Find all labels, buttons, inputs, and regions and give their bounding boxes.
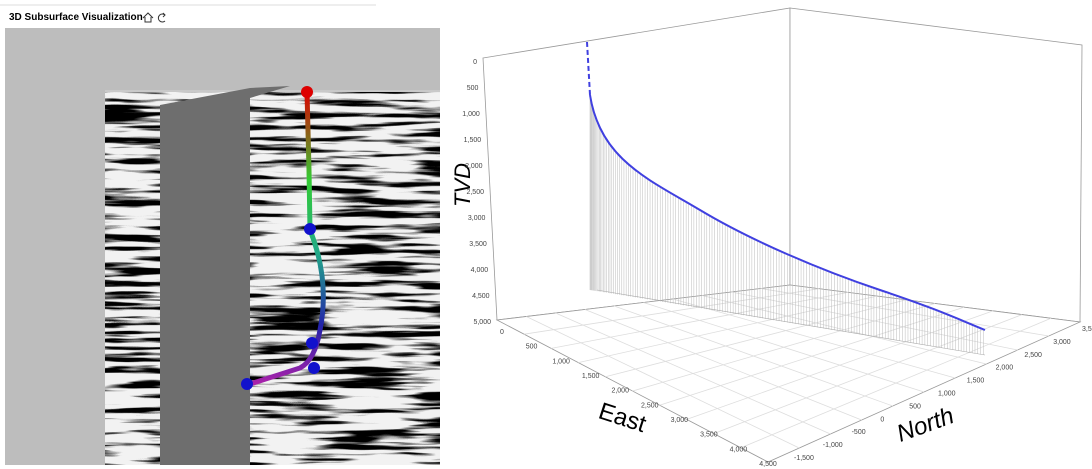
3d-chart [482, 7, 1083, 463]
seismic-section [105, 92, 440, 465]
z-tick-label: 3,500 [1082, 326, 1092, 333]
floor [495, 284, 1082, 463]
x-tick-label: 1,000 [552, 358, 570, 365]
refresh-button[interactable] [157, 12, 166, 23]
z-tick-label: -500 [852, 429, 866, 436]
y-tick-label: 4,500 [472, 293, 490, 300]
well-trajectory [589, 94, 986, 331]
z-tick-label: 500 [909, 403, 921, 410]
well-path [249, 91, 326, 387]
z-tick-label: -1,500 [794, 455, 814, 462]
back-right-wall [789, 7, 1083, 323]
well-trajectory-top [586, 41, 591, 96]
well-marker[interactable] [308, 362, 320, 374]
y-tick-label: 2,500 [466, 189, 484, 196]
well-curtain [589, 95, 986, 356]
well-head[interactable] [301, 86, 313, 98]
z-tick-label: -1,000 [823, 442, 843, 449]
y-tick-label: 3,000 [468, 215, 486, 222]
y-tick-label: 4,000 [471, 267, 489, 274]
x-tick-label: 0 [500, 329, 504, 336]
floor-grid-line [643, 302, 925, 393]
x-tick-label: 4,500 [759, 461, 777, 468]
y-tick-label: 5,000 [473, 319, 491, 326]
floor-grid-line [740, 317, 1052, 449]
y-tick-label: 1,500 [464, 137, 482, 144]
floor-grid-line [702, 295, 987, 365]
x-tick-label: 3,000 [671, 417, 689, 424]
x-tick-label: 2,000 [611, 388, 629, 395]
floor-grid-line [760, 288, 1049, 337]
y-axis-title: TVD [450, 163, 475, 207]
x-tick-label: 2,500 [641, 402, 659, 409]
x-tick-label: 4,000 [730, 446, 748, 453]
x-tick-label: 3,500 [700, 432, 718, 439]
y-tick-label: 3,500 [469, 241, 487, 248]
well-marker[interactable] [304, 223, 316, 235]
floor-grid-line [659, 306, 965, 406]
z-tick-label: 2,500 [1024, 352, 1042, 359]
y-tick-label: 2,000 [465, 163, 483, 170]
x-tick-label: 1,500 [582, 373, 600, 380]
z-tick-label: 1,500 [967, 378, 985, 385]
background-plane [5, 28, 440, 465]
z-axis-title: North [893, 402, 957, 447]
floor-grid-line [713, 314, 1023, 434]
z-tick-label: 3,000 [1053, 339, 1071, 346]
z-tick-label: 2,000 [996, 365, 1014, 372]
well-marker[interactable] [241, 378, 253, 390]
y-tick-label: 1,000 [462, 111, 480, 118]
x-tick-label: 500 [526, 344, 538, 351]
y-tick-label: 0 [473, 59, 477, 66]
z-tick-label: 1,000 [938, 391, 956, 398]
seismic-slice [160, 86, 290, 465]
panel-title: 3D Subsurface Visualization [9, 12, 143, 23]
home-button[interactable] [142, 12, 154, 23]
z-tick-label: 0 [880, 416, 884, 423]
floor-grid-line [672, 298, 956, 379]
y-tick-label: 500 [467, 85, 479, 92]
curtain-edge [596, 289, 986, 356]
well-marker[interactable] [306, 337, 318, 349]
